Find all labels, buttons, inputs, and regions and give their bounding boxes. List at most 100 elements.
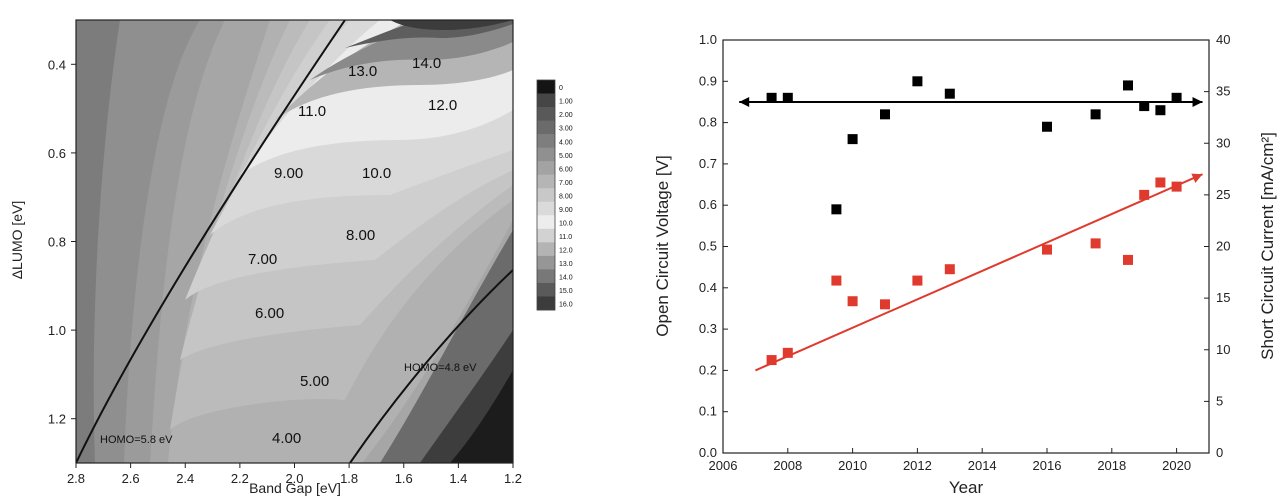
colorbar-label: 2.00 xyxy=(559,112,573,119)
colorbar-label: 9.00 xyxy=(559,207,573,214)
data-point xyxy=(1123,80,1133,91)
scatter-chart: 2006 2008 2010 2012 2014 2016 2018 20200.00.10.… xyxy=(653,32,1277,497)
x-tick-label: 1.6 xyxy=(395,471,413,486)
x-tick-label: 2.0 xyxy=(285,471,303,486)
contour-label: 7.00 xyxy=(248,251,277,268)
data-point xyxy=(847,134,858,145)
x-tick-label: 2020 xyxy=(1162,458,1191,473)
x-tick-label: 2.6 xyxy=(122,471,140,486)
y-tick-label: 1.2 xyxy=(48,412,66,427)
left-y-tick-label: 0.0 xyxy=(699,445,717,460)
annotation-homo-4-8: HOMO=4.8 eV xyxy=(404,362,477,374)
contour-axes: 2.8 2.6 2.4 2.2 2.0 1.8 1.6 1.4 1.2 0.4 0.6 0.8 1.0 1… xyxy=(48,57,522,486)
colorbar-label: 1.00 xyxy=(559,99,573,106)
colorbar-swatch xyxy=(537,201,555,216)
contour-label: 8.00 xyxy=(346,227,375,244)
colorbar-label: 8.00 xyxy=(559,193,573,200)
x-tick-label: 2016 xyxy=(1033,458,1062,473)
contour-label: 11.0 xyxy=(298,103,326,120)
data-point xyxy=(1090,238,1101,249)
colorbar-swatch xyxy=(537,80,555,94)
left-y-tick-label: 0.3 xyxy=(699,321,717,336)
colorbar-swatch xyxy=(537,228,555,243)
homo-4-8-line xyxy=(349,269,513,463)
data-point xyxy=(831,204,842,215)
colorbar: 0 1.00 2.00 3.00 4.00 5.00 6.00 7.00 8.00 9.00 10.… xyxy=(536,79,573,311)
colorbar-label: 13.0 xyxy=(559,261,573,268)
right-y-tick-label: 5 xyxy=(1216,393,1223,408)
contour-field xyxy=(76,20,513,463)
y-tick-label: 1.0 xyxy=(48,323,66,338)
scatter-left-y-axis-label: Open Circuit Voltage [V] xyxy=(653,155,672,336)
contour-label: 9.00 xyxy=(274,165,303,182)
right-y-tick-label: 35 xyxy=(1216,84,1230,99)
colorbar-swatch xyxy=(537,188,555,203)
scatter-points xyxy=(766,76,1182,366)
annotation-homo-5-8: HOMO=5.8 eV xyxy=(100,434,173,446)
trend-line xyxy=(754,173,1203,372)
data-point xyxy=(1171,92,1182,103)
trend-arrowhead xyxy=(1192,96,1203,107)
left-y-tick-label: 0.8 xyxy=(699,115,717,130)
x-tick-label: 2012 xyxy=(903,458,932,473)
colorbar-label: 0 xyxy=(559,85,563,92)
scatter-axes: 2006 2008 2010 2012 2014 2016 2018 20200.00.10.… xyxy=(699,32,1231,473)
x-tick-label: 2008 xyxy=(773,458,802,473)
colorbar-swatch xyxy=(537,242,555,257)
y-tick-label: 0.4 xyxy=(48,57,66,72)
data-point xyxy=(1042,121,1052,132)
left-y-tick-label: 0.5 xyxy=(699,239,717,254)
contour-label: 10.0 xyxy=(362,165,391,182)
colorbar-swatch xyxy=(537,269,555,284)
data-point xyxy=(1123,254,1133,265)
x-tick-label: 2018 xyxy=(1097,458,1126,473)
colorbar-label: 11.0 xyxy=(559,234,572,241)
colorbar-swatch xyxy=(537,215,555,230)
data-point xyxy=(1155,105,1166,116)
colorbar-swatch xyxy=(537,134,555,149)
trend-lines xyxy=(739,96,1203,372)
contour-label: 6.00 xyxy=(255,305,284,322)
contour-labels: 4.00 5.00 6.00 7.00 8.00 9.00 10.0 11.0 … xyxy=(248,55,457,447)
contour-label: 12.0 xyxy=(428,97,457,114)
x-tick-label: 2006 xyxy=(709,458,738,473)
contour-x-axis-label: Band Gap [eV] xyxy=(249,480,341,496)
data-point xyxy=(880,299,890,310)
contour-label: 14.0 xyxy=(412,55,441,72)
colorbar-label: 10.0 xyxy=(559,220,573,227)
x-tick-label: 2.8 xyxy=(67,471,85,486)
data-point xyxy=(766,355,777,366)
left-y-tick-label: 0.6 xyxy=(699,197,717,212)
contour-label: 13.0 xyxy=(348,63,377,80)
colorbar-swatch xyxy=(537,255,555,270)
colorbar-swatch xyxy=(537,120,555,135)
data-point xyxy=(1090,109,1101,120)
left-y-tick-label: 0.2 xyxy=(699,362,717,377)
colorbar-label: 14.0 xyxy=(559,275,573,282)
colorbar-label: 3.00 xyxy=(559,126,573,133)
data-point xyxy=(912,76,923,87)
trend-arrowhead xyxy=(739,96,750,107)
colorbar-swatch xyxy=(537,174,555,189)
x-tick-label: 2.2 xyxy=(231,471,249,486)
left-y-tick-label: 0.4 xyxy=(699,280,717,295)
data-point xyxy=(1139,101,1150,112)
data-point xyxy=(782,92,793,103)
x-tick-label: 2014 xyxy=(968,458,997,473)
contour-band-14 xyxy=(390,20,513,30)
data-point xyxy=(944,88,955,99)
colorbar-label: 5.00 xyxy=(559,153,573,160)
colorbar-label: 16.0 xyxy=(559,302,573,309)
contour-label: 5.00 xyxy=(300,373,329,390)
colorbar-swatch xyxy=(537,161,555,176)
right-y-tick-label: 10 xyxy=(1216,342,1230,357)
data-point xyxy=(1155,177,1166,188)
colorbar-label: 12.0 xyxy=(559,248,573,255)
right-y-tick-label: 15 xyxy=(1216,290,1230,305)
right-y-tick-label: 40 xyxy=(1216,32,1230,47)
data-point xyxy=(944,264,955,275)
left-y-tick-label: 0.1 xyxy=(699,404,717,419)
data-point xyxy=(1139,189,1150,200)
data-point xyxy=(1042,244,1052,255)
